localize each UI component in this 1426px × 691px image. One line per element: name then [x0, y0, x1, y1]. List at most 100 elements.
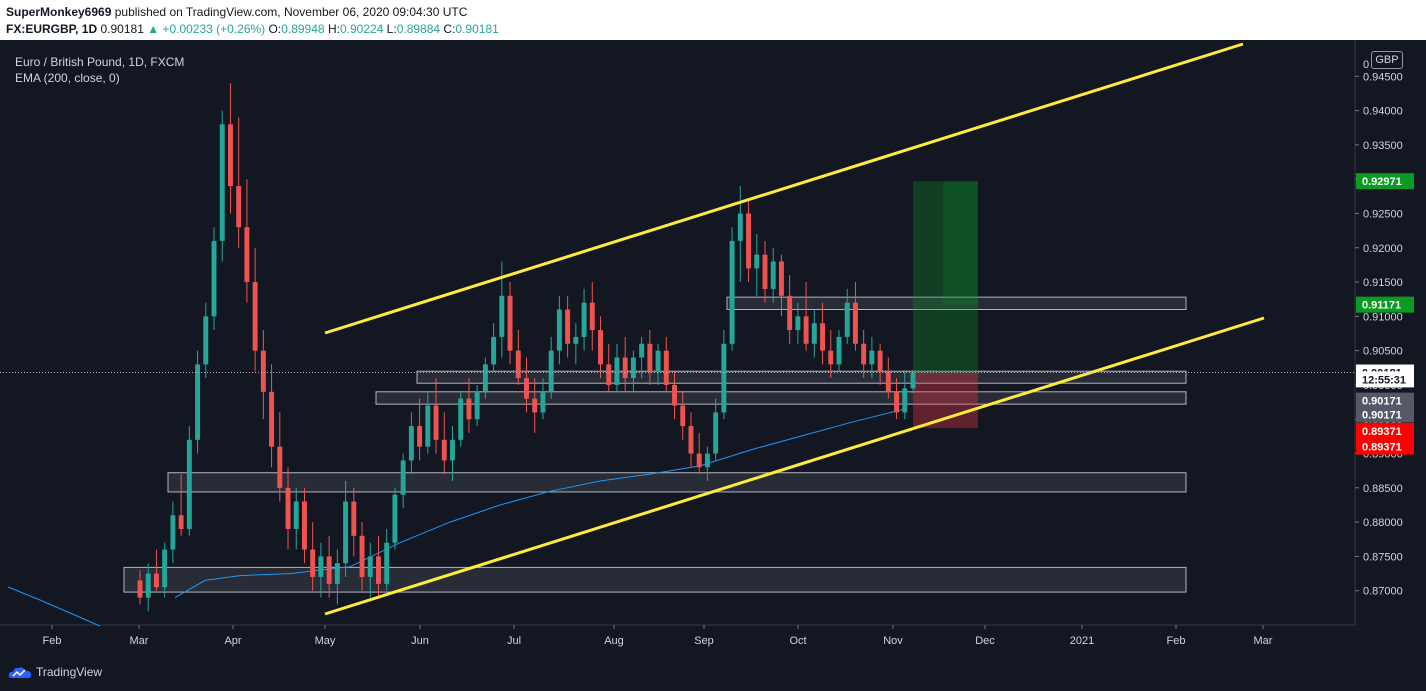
candle-body [178, 515, 184, 529]
candle-body [466, 398, 472, 420]
candle-body [524, 378, 529, 399]
low-value: 0.89884 [396, 22, 441, 36]
x-tick-label: Dec [975, 635, 995, 647]
price-label: 12:55:31 [1362, 374, 1406, 386]
price-label-bg [1356, 406, 1414, 423]
candle-body [598, 330, 603, 365]
upper-trendline [324, 42, 1244, 335]
candle-body [696, 453, 702, 468]
candle-body [787, 295, 793, 331]
x-tick-label: Sep [694, 635, 714, 647]
candle-body [589, 302, 595, 331]
candle-body [211, 240, 217, 317]
candle-body [639, 343, 645, 358]
candle-body [680, 405, 686, 427]
candle-body [581, 302, 587, 337]
candle-body [195, 364, 201, 440]
x-tick-label: May [315, 635, 336, 647]
candle-body [302, 501, 307, 550]
x-tick-label: Nov [883, 635, 903, 647]
chart-legend: Euro / British Pound, 1D, FXCM EMA (200,… [15, 54, 184, 86]
tradingview-logo[interactable]: TradingView [8, 665, 102, 679]
candle-body [869, 350, 875, 365]
candle-body [655, 350, 661, 372]
candle-body [861, 343, 867, 365]
price-label: 0.90171 [1362, 396, 1402, 408]
candle-body [252, 282, 258, 351]
candle-body [153, 573, 159, 588]
candle-body [351, 501, 357, 536]
x-tick-label: Feb [1167, 635, 1186, 647]
candle-body [688, 426, 694, 454]
brand-name: TradingView [36, 665, 103, 679]
candle-body [713, 412, 719, 454]
candle-body [359, 535, 365, 577]
candle-body [425, 405, 431, 447]
candle-body [269, 391, 275, 447]
candle-body [293, 501, 299, 529]
sr-zone [123, 566, 1187, 593]
candle-body [844, 302, 850, 337]
price-label: 0.89371 [1362, 426, 1402, 438]
y-tick-label: 0.88000 [1363, 517, 1403, 529]
ema-indicator-label[interactable]: EMA (200, close, 0) [15, 71, 120, 85]
price-label: 0.92971 [1362, 176, 1402, 188]
candle-body [310, 549, 316, 577]
candle-body [408, 426, 414, 461]
x-tick-label: Apr [224, 635, 241, 647]
candle-body [746, 213, 751, 269]
candle-body [828, 350, 834, 365]
ema-line [174, 408, 906, 599]
candle-body [367, 556, 373, 577]
published-text: published on TradingView.com, November 0… [114, 5, 468, 19]
publisher-name[interactable]: SuperMonkey6969 [6, 5, 112, 19]
candle-body [260, 350, 266, 392]
symbol-line: FX:EURGBP, 1D 0.90181 ▲ +0.00233 (+0.26%… [6, 22, 499, 36]
y-tick-label: 0.92500 [1363, 208, 1403, 220]
lower-trendline [324, 316, 1265, 616]
x-tick-label: Feb [43, 635, 62, 647]
high-value: 0.90224 [339, 22, 384, 36]
candle-body [820, 323, 826, 351]
candle-body [836, 336, 842, 365]
price-label-bg [1356, 371, 1414, 388]
low-label: L: [386, 22, 397, 36]
x-tick-label: Mar [1254, 635, 1273, 647]
price-label-bg [1356, 438, 1414, 455]
candle-body [885, 371, 891, 392]
currency-badge[interactable]: GBP [1371, 51, 1403, 69]
candle-body [277, 446, 283, 488]
candle-body [474, 391, 480, 420]
candle-body [737, 213, 743, 241]
series-title[interactable]: Euro / British Pound, 1D, FXCM [15, 55, 185, 69]
candle-body [573, 336, 579, 344]
candle-body [877, 350, 883, 372]
candle-body [515, 350, 521, 379]
sr-zone [375, 391, 1187, 405]
candle-body [392, 494, 398, 543]
y-tick-label: 0.88500 [1363, 483, 1403, 495]
candle-body [227, 124, 233, 187]
candle-body [721, 343, 727, 413]
candle-body [540, 391, 546, 413]
price-label-bg [1356, 296, 1414, 313]
price-label: 0.91171 [1362, 300, 1401, 312]
symbol-label: FX:EURGBP, 1D [6, 22, 98, 36]
candle-body [795, 316, 801, 331]
y-tick-label: 0.87500 [1363, 551, 1403, 563]
price-chart[interactable]: 0.945000.940000.935000.930000.925000.920… [0, 40, 1426, 653]
candle-body [499, 295, 505, 337]
x-tick-label: Jul [507, 635, 521, 647]
price-label: 0.89371 [1362, 442, 1402, 454]
ema-line-early [7, 586, 101, 627]
y-tick-label-top: 0 [1363, 59, 1369, 71]
x-tick-label: Oct [789, 635, 806, 647]
candle-body [910, 372, 916, 389]
cloud-icon [8, 667, 32, 678]
price-label: 0.90171 [1362, 409, 1402, 421]
target-zone-upper [943, 181, 978, 305]
candle-body [762, 254, 768, 289]
candle-body [343, 501, 349, 564]
candle-body [778, 261, 784, 296]
candle-body [663, 350, 669, 385]
